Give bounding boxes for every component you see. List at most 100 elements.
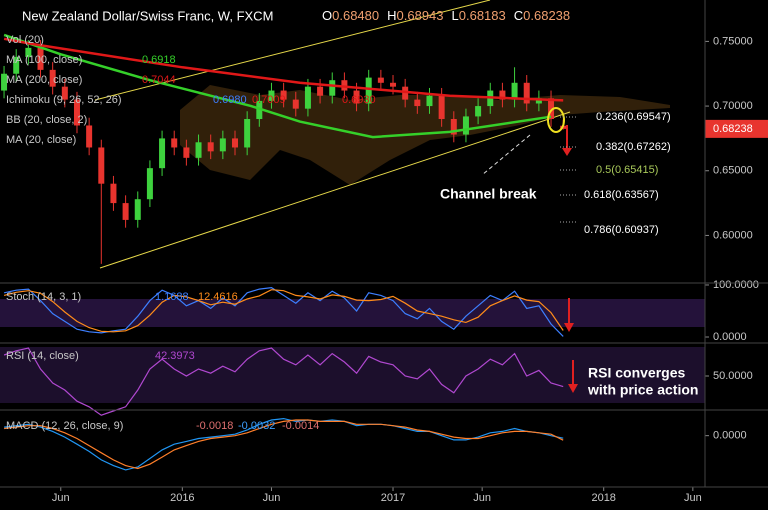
candle-body: [110, 183, 117, 204]
price-tag: [705, 119, 768, 138]
stoch-band: [0, 299, 705, 327]
indicator-value: 0.6918: [142, 54, 176, 66]
rsi-arrowhead: [568, 384, 578, 393]
candle-body: [341, 80, 348, 91]
indicator-label: MA (20, close): [6, 134, 76, 146]
candle-body: [414, 99, 421, 107]
indicator-line: [3, 347, 564, 416]
indicator-value: 0.6930: [342, 94, 376, 106]
y-tick-label: 0.0000: [713, 331, 747, 343]
fib-label: 0.382(0.67262): [596, 141, 671, 153]
chart-title: New Zealand Dollar/Swiss Franc, W, FXCM: [22, 8, 273, 23]
indicator-label: MA (200, close): [6, 74, 82, 86]
fib-arrowhead: [562, 148, 572, 156]
indicator-value: 42.3973: [155, 350, 195, 362]
y-tick-label: 0.75000: [713, 35, 753, 47]
candle-body: [244, 119, 251, 148]
indicator-value: 0.7044: [142, 74, 176, 86]
highlight: [547, 107, 565, 133]
candle-body: [377, 77, 384, 83]
candle-body: [317, 86, 324, 96]
indicator-label: Vol (20): [6, 34, 44, 46]
price-tag-label: 0.68238: [713, 123, 753, 135]
x-tick-label: Jun: [52, 492, 70, 504]
candle-body: [207, 142, 214, 152]
candle-body: [171, 138, 178, 148]
indicator-line: [4, 419, 564, 470]
ohlc-value: 0.68480: [332, 8, 379, 23]
indicator-label: MACD (12, 26, close, 9): [6, 420, 123, 432]
indicator-label: MA (100, close): [6, 54, 82, 66]
candle-body: [402, 86, 409, 100]
ohlc-prefix: O: [322, 8, 332, 23]
candle-body: [183, 147, 190, 158]
candle-body: [268, 90, 275, 101]
rsi-band: [0, 347, 705, 403]
candle-body: [353, 90, 360, 104]
ohlc-value: 0.68943: [397, 8, 444, 23]
candle-body: [329, 80, 336, 96]
pane-borders: [0, 0, 768, 488]
fib-label: 0.236(0.69547): [596, 111, 671, 123]
candle-body: [146, 168, 153, 200]
moving-average: [3, 33, 552, 139]
candle-body: [219, 138, 226, 152]
candle-body: [122, 203, 129, 220]
indicator-label: Stoch (14, 3, 1): [6, 291, 81, 303]
fib-label: 0.5(0.65415): [596, 164, 658, 176]
candle-body: [390, 82, 397, 87]
ohlc-prefix: C: [514, 8, 523, 23]
candle-body: [499, 90, 506, 100]
ohlc-values: O0.68480 H0.68943 L0.68183 C0.68238: [322, 8, 570, 23]
x-tick-label: 2016: [170, 492, 194, 504]
candle-body: [548, 98, 555, 120]
candle-body: [1, 73, 8, 91]
candle-body: [426, 95, 433, 107]
stoch-arrowhead: [564, 323, 574, 332]
candle-body: [304, 86, 311, 109]
indicator-value: 12.4616: [198, 291, 238, 303]
candle-body: [61, 86, 68, 100]
plot-area: 0.75000 0.70000 0.65000 0.60000 Jun 2016 Jun 20…: [1, 33, 768, 504]
candle-body: [195, 142, 202, 158]
x-tick-label: 2017: [381, 492, 405, 504]
candle-body: [134, 199, 141, 220]
channel-lower: [99, 111, 571, 269]
y-tick-label: 0.60000: [713, 229, 753, 241]
candle-body: [365, 77, 372, 104]
y-tick-label: 0.65000: [713, 165, 753, 177]
y-tick-label: 0.70000: [713, 100, 753, 112]
annotation: with price action: [587, 382, 698, 398]
indicator-value: -0.0018: [196, 420, 233, 432]
y-tick-label: 0.0000: [713, 430, 747, 442]
candle-body: [98, 147, 105, 184]
candle-body: [232, 138, 238, 148]
indicator-value: -0.0032: [238, 420, 275, 432]
candle-body: [438, 95, 445, 120]
ohlc-prefix: H: [387, 8, 396, 23]
moving-average: [3, 37, 564, 102]
ohlc-prefix: L: [452, 8, 459, 23]
indicator-value: 0.6980: [213, 94, 247, 106]
indicator-value: -0.0014: [282, 420, 319, 432]
y-tick-label: 100.0000: [713, 279, 759, 291]
candle-body: [159, 138, 166, 169]
x-tick-label: Jun: [684, 492, 702, 504]
indicator-line: [3, 286, 564, 337]
candle-body: [13, 56, 20, 74]
break-arrow: [481, 134, 531, 176]
candle-body: [475, 106, 482, 117]
candle-body: [511, 82, 518, 100]
candle-body: [450, 119, 457, 135]
indicator-value: 1.1688: [155, 291, 189, 303]
indicator-label: Ichimoku (9, 26, 52, 26): [6, 94, 122, 106]
candle-body: [37, 47, 44, 70]
candle-body: [49, 69, 56, 87]
y-tick-label: 50.0000: [713, 370, 753, 382]
indicator-value: 0.7009: [252, 94, 286, 106]
x-tick-label: Jun: [263, 492, 281, 504]
annotation: Channel break: [440, 186, 537, 202]
fib-lines: [560, 116, 578, 223]
x-tick-label: 2018: [591, 492, 615, 504]
